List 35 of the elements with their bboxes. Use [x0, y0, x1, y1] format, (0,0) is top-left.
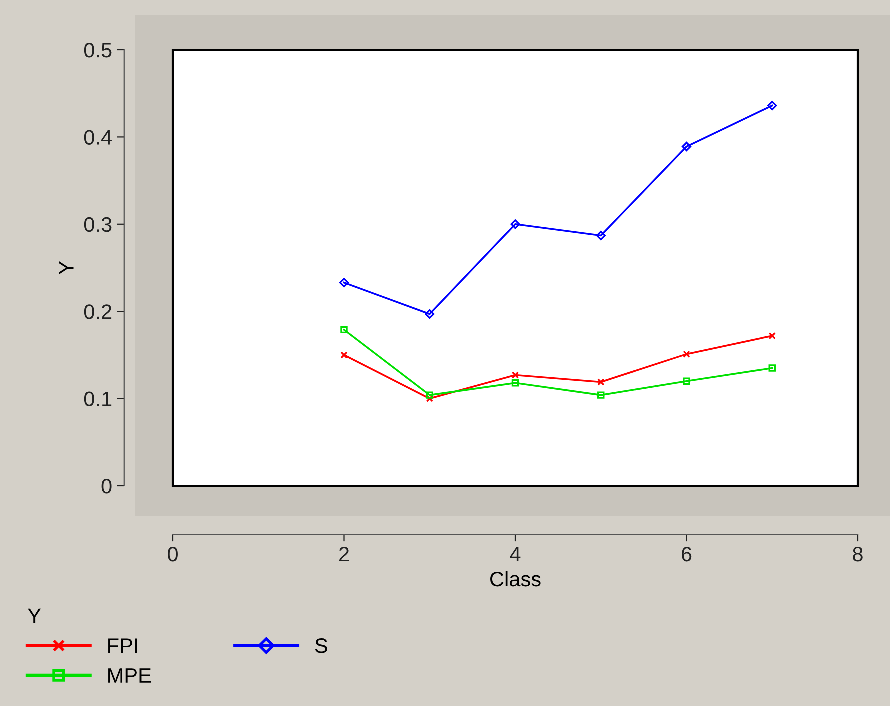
x-tick-label: 0	[168, 546, 178, 562]
y-tick-label: 0.3	[84, 217, 112, 232]
point	[512, 372, 520, 379]
point	[510, 220, 520, 230]
point	[340, 352, 348, 359]
x-tick-label: 8	[853, 546, 863, 562]
point	[683, 350, 690, 358]
point	[426, 395, 434, 402]
point	[768, 101, 778, 111]
x-tick-label: 2	[340, 546, 349, 562]
point	[425, 309, 435, 319]
point	[768, 364, 776, 372]
point	[768, 332, 776, 340]
point	[683, 378, 690, 385]
y-tick-label: 0.2	[84, 304, 112, 320]
point	[339, 278, 350, 288]
point	[598, 392, 605, 399]
point	[340, 326, 348, 334]
legend-title: Y	[28, 608, 42, 624]
point	[512, 379, 520, 387]
x-tick-label: 6	[682, 546, 692, 562]
point	[426, 392, 434, 399]
y-tick-label: 0	[102, 479, 112, 494]
x-tick-label: 4	[510, 547, 521, 562]
y-tick-label: 0.5	[84, 43, 112, 58]
legend-label: FPI	[108, 638, 138, 654]
x-axis-title: Class	[490, 571, 541, 587]
y-axis-title: Y	[59, 262, 74, 274]
legend-label: MPE	[108, 668, 152, 683]
y-tick-label: 0.4	[84, 130, 112, 145]
point	[596, 230, 606, 240]
point	[598, 378, 605, 386]
legend-label: S	[315, 638, 328, 654]
y-tick-label: 0.1	[84, 392, 112, 407]
point	[682, 142, 692, 152]
